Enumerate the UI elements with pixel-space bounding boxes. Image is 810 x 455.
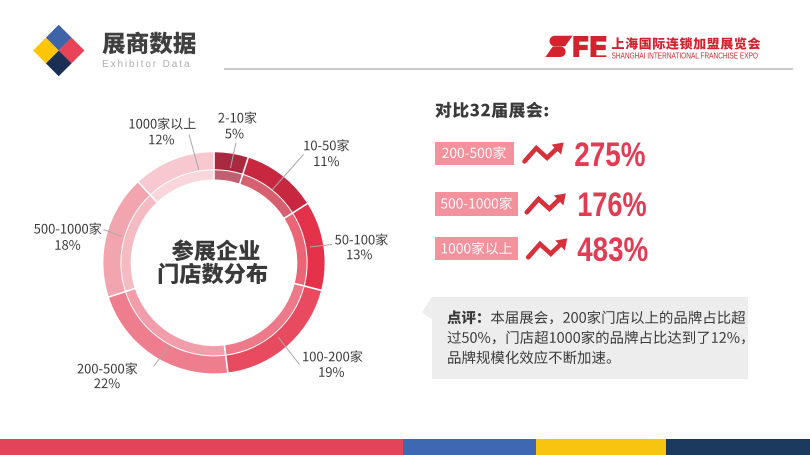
svg-text:SHANGHAI INTERNATIONAL FRANCHI: SHANGHAI INTERNATIONAL FRANCHISE EXPO	[612, 50, 759, 60]
svg-text:275%: 275%	[574, 136, 645, 174]
svg-text:176%: 176%	[577, 186, 647, 224]
svg-text:483%: 483%	[577, 231, 648, 269]
